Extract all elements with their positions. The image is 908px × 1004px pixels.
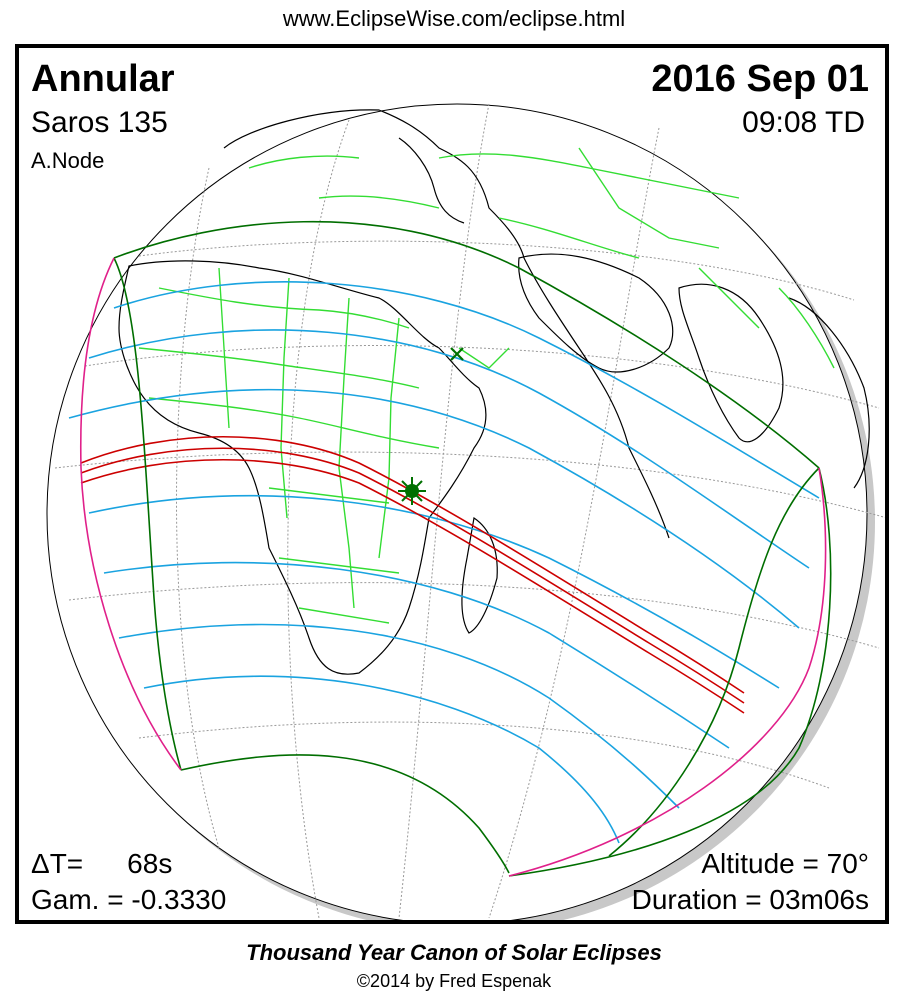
graticule (54, 103, 885, 919)
duration-readout: Duration = 03m06s (631, 884, 869, 915)
rise-set-curves (79, 257, 827, 877)
eclipse-map-frame: Annular Saros 135 A.Node 2016 Sep 01 09:… (15, 44, 889, 924)
delta-t-readout: ΔT= 68s (31, 848, 172, 880)
sub-solar-marker (450, 347, 464, 361)
country-borders (138, 147, 835, 624)
delta-t-label: ΔT= (31, 848, 84, 879)
magnitude-lines (68, 281, 820, 844)
copyright: ©2014 by Fred Espenak (356, 971, 552, 991)
globe-disc (46, 103, 868, 920)
saros-label: Saros 135 (31, 106, 168, 139)
node-label: A.Node (31, 148, 105, 173)
altitude-readout: Altitude = 70° (701, 848, 869, 879)
eclipse-time: 09:08 TD (742, 106, 865, 139)
central-path (80, 435, 745, 714)
delta-t-value: 68s (127, 848, 173, 879)
gamma-readout: Gam. = -0.3330 (31, 884, 227, 915)
source-url: www.EclipseWise.com/eclipse.html (282, 6, 626, 31)
canon-title: Thousand Year Canon of Solar Eclipses (246, 940, 662, 965)
coastlines (118, 109, 870, 675)
eclipse-type-label: Annular (31, 58, 175, 100)
penumbra-limits (113, 220, 832, 877)
eclipse-date: 2016 Sep 01 (651, 58, 869, 100)
greatest-eclipse-marker (398, 477, 426, 505)
globe-map (46, 103, 885, 920)
